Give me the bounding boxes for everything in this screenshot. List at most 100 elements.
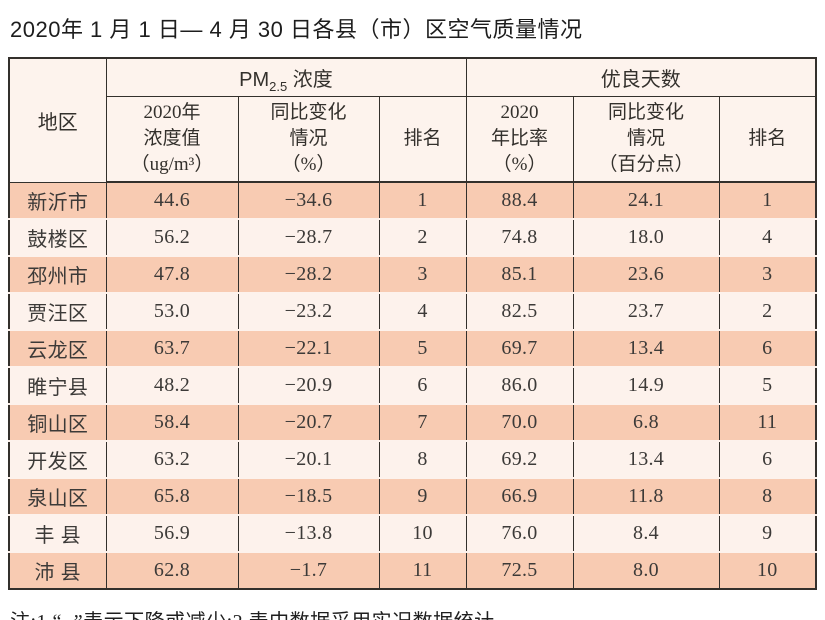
pm-rank-cell: 4 (378, 293, 467, 331)
ratio-cell: 70.0 (465, 404, 574, 442)
pm-rank-cell: 9 (378, 478, 467, 516)
pm25-subscript: 2.5 (269, 79, 288, 94)
pm-value-cell: 58.4 (105, 404, 239, 442)
ratio-change-cell: 23.6 (572, 256, 720, 294)
region-cell: 云龙区 (8, 330, 107, 368)
ratio-cell: 76.0 (465, 515, 574, 553)
table-row: 丰 县 56.9 −13.8 10 76.0 8.4 9 (8, 515, 817, 553)
ratio-change-cell: 11.8 (572, 478, 720, 516)
pm-rank-cell: 10 (378, 515, 467, 553)
pm-change-cell: −23.2 (237, 293, 380, 331)
ratio-change-cell: 13.4 (572, 330, 720, 368)
ratio-rank-cell: 1 (718, 182, 817, 220)
region-cell: 鼓楼区 (8, 219, 107, 257)
pm-value-cell: 47.8 (105, 256, 239, 294)
pm-change-cell: −34.6 (237, 182, 380, 220)
table-row: 鼓楼区 56.2 −28.7 2 74.8 18.0 4 (8, 219, 817, 257)
pm-value-cell: 48.2 (105, 367, 239, 405)
ratio-rank-cell: 8 (718, 478, 817, 516)
ratio-change-cell: 6.8 (572, 404, 720, 442)
pm-change-cell: −13.8 (237, 515, 380, 553)
ratio-cell: 69.2 (465, 441, 574, 479)
region-column-header: 地区 (8, 58, 107, 183)
col-header-ratio: 2020 年比率 （%） (465, 96, 574, 183)
page-title: 2020年 1 月 1 日— 4 月 30 日各县（市）区空气质量情况 (10, 17, 583, 42)
table-body: 新沂市 44.6 −34.6 1 88.4 24.1 1 鼓楼区 56.2 −2… (8, 182, 817, 589)
pm-value-cell: 44.6 (105, 182, 239, 220)
table-row: 新沂市 44.6 −34.6 1 88.4 24.1 1 (8, 182, 817, 220)
ratio-change-cell: 18.0 (572, 219, 720, 257)
ratio-cell: 82.5 (465, 293, 574, 331)
table-row: 铜山区 58.4 −20.7 7 70.0 6.8 11 (8, 404, 817, 442)
ratio-rank-cell: 2 (718, 293, 817, 331)
pm-rank-cell: 8 (378, 441, 467, 479)
ratio-change-cell: 14.9 (572, 367, 720, 405)
pm-change-cell: −28.7 (237, 219, 380, 257)
ratio-rank-cell: 10 (718, 552, 817, 589)
region-cell: 睢宁县 (8, 367, 107, 405)
table-row: 邳州市 47.8 −28.2 3 85.1 23.6 3 (8, 256, 817, 294)
ratio-cell: 69.7 (465, 330, 574, 368)
region-cell: 贾汪区 (8, 293, 107, 331)
pm-rank-cell: 6 (378, 367, 467, 405)
pm-change-cell: −22.1 (237, 330, 380, 368)
ratio-change-cell: 23.7 (572, 293, 720, 331)
pm-value-cell: 53.0 (105, 293, 239, 331)
pm-change-cell: −20.9 (237, 367, 380, 405)
ratio-rank-cell: 5 (718, 367, 817, 405)
pm-value-cell: 56.9 (105, 515, 239, 553)
ratio-rank-cell: 6 (718, 441, 817, 479)
pm-value-cell: 56.2 (105, 219, 239, 257)
table-row: 睢宁县 48.2 −20.9 6 86.0 14.9 5 (8, 367, 817, 405)
pm-value-cell: 62.8 (105, 552, 239, 589)
pm25-group-header: PM2.5 浓度 (105, 58, 467, 97)
region-cell: 丰 县 (8, 515, 107, 553)
col-header-pm-value: 2020年 浓度值 （ug/m³） (105, 96, 239, 183)
col-header-pm-change: 同比变化 情况 （%） (237, 96, 380, 183)
ratio-change-cell: 8.4 (572, 515, 720, 553)
pm-rank-cell: 7 (378, 404, 467, 442)
ratio-change-cell: 13.4 (572, 441, 720, 479)
table-row: 泉山区 65.8 −18.5 9 66.9 11.8 8 (8, 478, 817, 516)
ratio-cell: 85.1 (465, 256, 574, 294)
pm-change-cell: −28.2 (237, 256, 380, 294)
ratio-cell: 86.0 (465, 367, 574, 405)
table-row: 沛 县 62.8 −1.7 11 72.5 8.0 10 (8, 552, 817, 589)
col-header-ratio-change: 同比变化 情况 （百分点） (572, 96, 720, 183)
pm-value-cell: 63.2 (105, 441, 239, 479)
pm-change-cell: −18.5 (237, 478, 380, 516)
col-header-ratio-rank: 排名 (718, 96, 817, 183)
pm-rank-cell: 3 (378, 256, 467, 294)
sub-header-row: 2020年 浓度值 （ug/m³） 同比变化 情况 （%） 排名 2020 年比… (9, 96, 817, 183)
pm-rank-cell: 2 (378, 219, 467, 257)
table-row: 开发区 63.2 −20.1 8 69.2 13.4 6 (8, 441, 817, 479)
ratio-change-cell: 8.0 (572, 552, 720, 589)
pm-change-cell: −20.1 (237, 441, 380, 479)
table-row: 贾汪区 53.0 −23.2 4 82.5 23.7 2 (8, 293, 817, 331)
region-cell: 开发区 (8, 441, 107, 479)
ratio-rank-cell: 4 (718, 219, 817, 257)
pm-rank-cell: 1 (378, 182, 467, 220)
region-cell: 泉山区 (8, 478, 107, 516)
air-quality-table: 地区 PM2.5 浓度 优良天数 2020年 浓度值 （ug/m³） 同比变化 … (8, 57, 818, 590)
ratio-rank-cell: 6 (718, 330, 817, 368)
ratio-rank-cell: 3 (718, 256, 817, 294)
pm-value-cell: 63.7 (105, 330, 239, 368)
pm25-label: PM2.5 浓度 (239, 69, 333, 94)
ratio-cell: 74.8 (465, 219, 574, 257)
ratio-cell: 72.5 (465, 552, 574, 589)
pm-rank-cell: 11 (378, 552, 467, 589)
footnote: 注:1.“−”表示下降或减少;2.表中数据采用实况数据统计。 (10, 605, 817, 620)
good-days-group-header: 优良天数 (465, 58, 817, 97)
group-header-row: 地区 PM2.5 浓度 优良天数 (8, 58, 817, 183)
pm-change-cell: −1.7 (237, 552, 380, 589)
region-cell: 新沂市 (8, 182, 107, 220)
table-row: 云龙区 63.7 −22.1 5 69.7 13.4 6 (8, 330, 817, 368)
ratio-change-cell: 24.1 (572, 182, 720, 220)
ratio-cell: 66.9 (465, 478, 574, 516)
ratio-rank-cell: 9 (718, 515, 817, 553)
col-header-pm-rank: 排名 (378, 96, 467, 183)
region-cell: 铜山区 (8, 404, 107, 442)
ratio-cell: 88.4 (465, 182, 574, 220)
